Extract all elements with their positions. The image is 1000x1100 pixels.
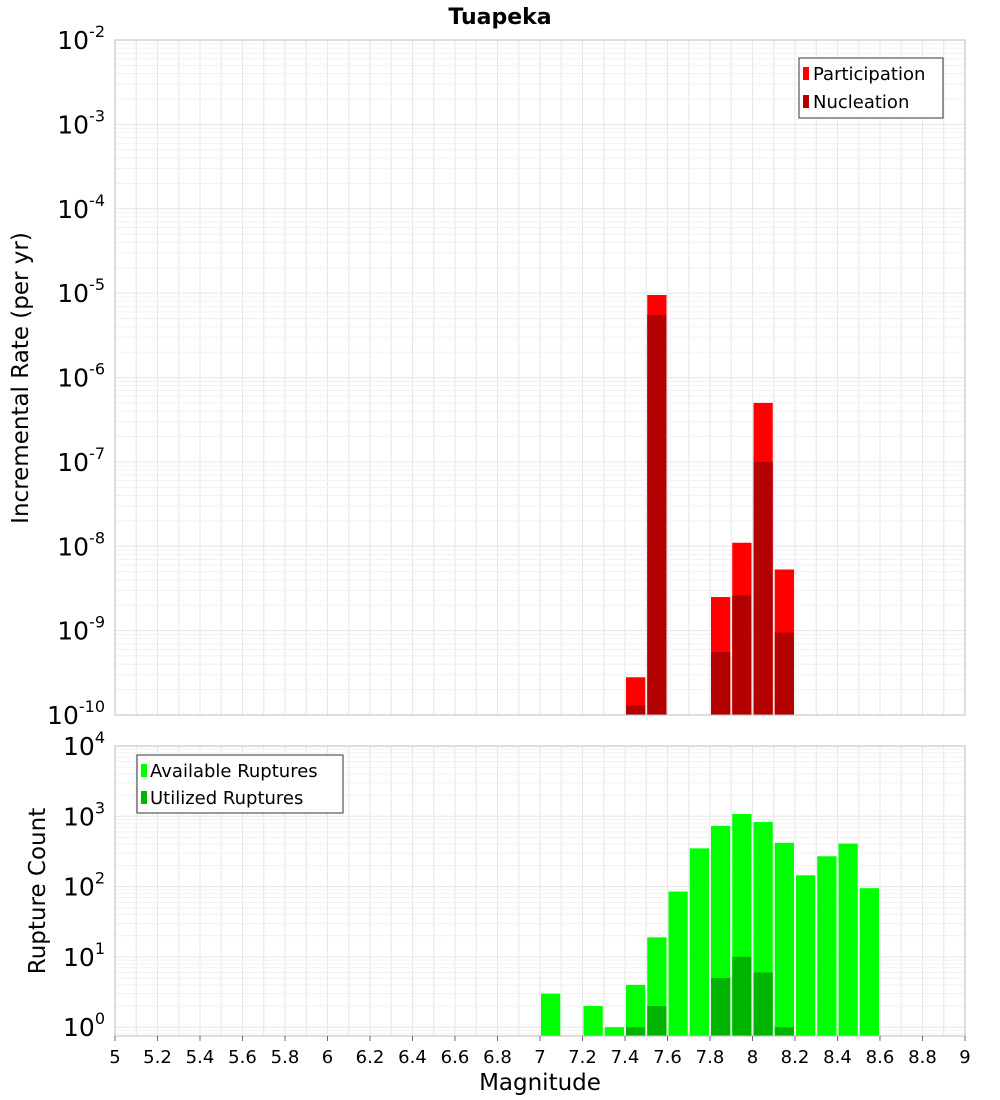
rate-y-tick-label: 10-9 <box>57 613 105 646</box>
x-tick-label: 8.8 <box>908 1047 937 1068</box>
x-tick-label: 6.4 <box>398 1047 427 1068</box>
utilized-ruptures-bar <box>647 1006 667 1036</box>
available-ruptures-bar <box>689 848 709 1036</box>
count-legend-box <box>136 754 344 814</box>
x-tick-label: 5.6 <box>228 1047 257 1068</box>
x-tick-label: 5.2 <box>143 1047 172 1068</box>
rate-y-tick-label: 10-10 <box>47 697 105 730</box>
count-y-tick-label: 100 <box>63 1009 105 1042</box>
x-tick-label: 6.8 <box>483 1047 512 1068</box>
available-ruptures-bar <box>796 875 816 1036</box>
x-tick-label: 7.2 <box>568 1047 597 1068</box>
rate-y-tick-label: 10-7 <box>57 444 105 477</box>
rate-y-tick-label: 10-2 <box>57 22 105 55</box>
x-tick-label: 8.2 <box>781 1047 810 1068</box>
rate-panel-bars <box>626 295 794 715</box>
count-y-tick-label: 103 <box>63 798 105 831</box>
available-ruptures-bar <box>604 1027 624 1036</box>
available-legend-label: Available Ruptures <box>150 761 318 782</box>
rate-y-axis-label: Incremental Rate (per yr) <box>8 232 34 524</box>
nucleation-bar <box>753 461 773 715</box>
x-tick-label: 5.8 <box>271 1047 300 1068</box>
rate-y-tick-label: 10-5 <box>57 275 105 308</box>
utilized-ruptures-bar <box>732 956 752 1036</box>
nucleation-bar <box>774 632 794 715</box>
participation-legend-swatch <box>803 67 809 80</box>
x-tick-label: 9 <box>959 1047 970 1068</box>
rate-panel-frame <box>114 39 966 716</box>
available-ruptures-bar <box>859 888 879 1036</box>
x-axis-label: Magnitude <box>479 1070 601 1096</box>
rate-legend: Participation Nucleation <box>798 57 944 119</box>
rate-y-tick-label: 10-3 <box>57 106 105 139</box>
count-y-tick-label: 104 <box>63 728 105 761</box>
available-ruptures-bar <box>626 984 646 1036</box>
utilized-ruptures-bar <box>774 1027 794 1036</box>
available-legend-swatch <box>141 764 147 777</box>
count-panel-y-ticks: 100 101 102 103 104 <box>63 728 105 1042</box>
rate-panel-grid <box>114 39 966 716</box>
rate-y-tick-label: 10-4 <box>57 191 105 224</box>
utilized-legend-label: Utilized Ruptures <box>150 788 303 809</box>
utilized-ruptures-bar <box>711 978 731 1036</box>
x-tick-label: 5.4 <box>186 1047 215 1068</box>
nucleation-bar <box>626 705 646 715</box>
x-tick-label: 7.8 <box>696 1047 725 1068</box>
count-y-tick-label: 102 <box>63 869 105 902</box>
x-tick-label: 6.2 <box>356 1047 385 1068</box>
available-ruptures-bar <box>583 1006 603 1036</box>
x-tick-label: 7.4 <box>611 1047 640 1068</box>
x-axis-ticks: 5 5.2 5.4 5.6 5.8 6 6.2 6.4 6.6 6.8 7 7.2 7.4 7.6 7.8 8… <box>109 1036 971 1068</box>
x-tick-label: 6.6 <box>441 1047 470 1068</box>
x-tick-label: 8 <box>747 1047 758 1068</box>
utilized-ruptures-bar <box>626 1027 646 1036</box>
x-tick-label: 8.4 <box>823 1047 852 1068</box>
nucleation-bar <box>711 651 731 715</box>
x-tick-label: 5 <box>109 1047 120 1068</box>
available-ruptures-bar <box>541 993 561 1036</box>
x-tick-label: 7 <box>534 1047 545 1068</box>
nucleation-bar <box>732 595 752 715</box>
available-ruptures-bar <box>774 842 794 1036</box>
rate-panel-y-ticks: 10-10 10-9 10-8 10-7 10-6 10-5 10-4 10-3 10-2 <box>47 22 105 730</box>
utilized-legend-swatch <box>141 791 147 804</box>
available-ruptures-bar <box>817 856 837 1036</box>
nucleation-bar <box>647 315 667 715</box>
count-y-axis-label: Rupture Count <box>25 808 51 974</box>
x-tick-label: 6 <box>322 1047 333 1068</box>
count-legend: Available Ruptures Utilized Ruptures <box>136 754 344 814</box>
rate-panel: 10-10 10-9 10-8 10-7 10-6 10-5 10-4 10-3 10-2 In… <box>8 22 966 730</box>
count-y-tick-label: 101 <box>63 939 105 972</box>
available-ruptures-bar <box>668 891 688 1036</box>
nucleation-legend-label: Nucleation <box>813 92 909 113</box>
count-panel-bars <box>541 813 879 1036</box>
chart-title: Tuapeka <box>448 5 551 30</box>
rate-y-tick-label: 10-6 <box>57 360 105 393</box>
count-panel: 100 101 102 103 104 5 5.2 5.4 5.6 5.8 6 6.2 6.4 6.6 6… <box>25 728 971 1096</box>
nucleation-legend-swatch <box>803 95 809 108</box>
rate-legend-box <box>798 57 944 119</box>
utilized-ruptures-bar <box>753 972 773 1036</box>
x-tick-label: 7.6 <box>653 1047 682 1068</box>
available-ruptures-bar <box>838 843 858 1036</box>
rate-y-tick-label: 10-8 <box>57 528 105 561</box>
participation-legend-label: Participation <box>813 64 925 85</box>
x-tick-label: 8.6 <box>866 1047 895 1068</box>
